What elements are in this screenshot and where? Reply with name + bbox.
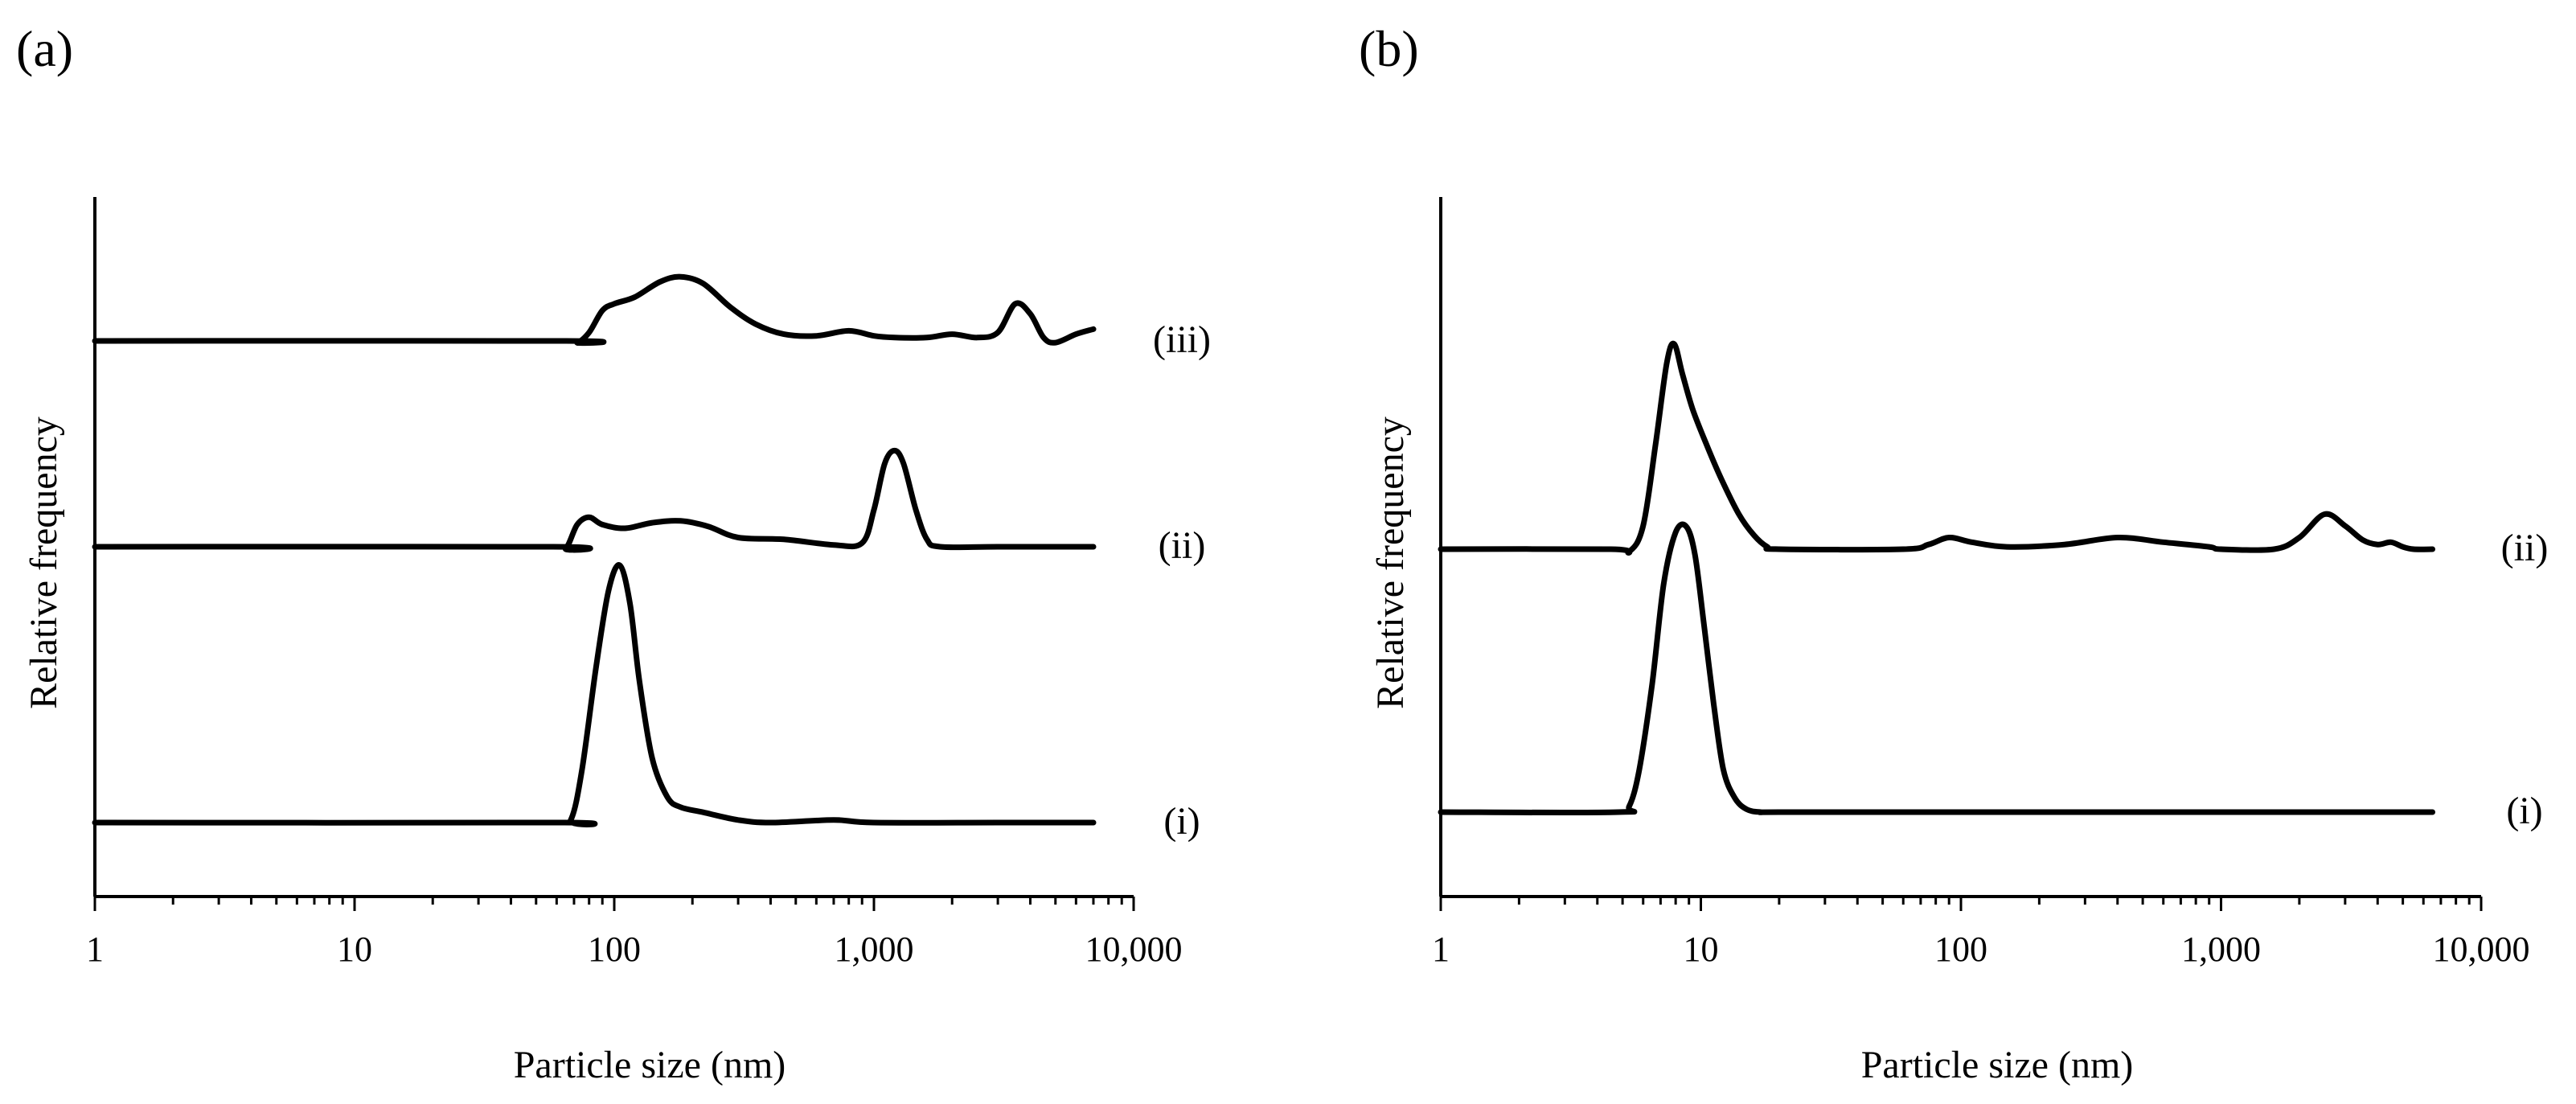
series-line-i (92, 562, 1097, 827)
series-line-ii (1438, 340, 2435, 556)
panel-b-y-axis-title: Relative frequency (1369, 417, 1412, 709)
x-tick-label: 10 (337, 930, 372, 969)
series-label-ii: (ii) (2501, 527, 2549, 569)
series-line-i (1438, 521, 2435, 816)
x-tick-label: 10 (1684, 930, 1719, 969)
x-tick-label: 1,000 (2181, 930, 2261, 969)
panel-b-x-axis-title: Particle size (nm) (1861, 1044, 2134, 1086)
panel-a-x-axis-title: Particle size (nm) (514, 1044, 786, 1086)
x-tick-label: 100 (588, 930, 641, 969)
panel-b: (b) Relative frequency Particle size (nm… (1359, 20, 2548, 1086)
series-label-iii: (iii) (1153, 318, 1211, 361)
x-tick-label: 1 (1432, 930, 1450, 969)
panel-b-label: (b) (1359, 20, 1419, 77)
x-tick-label: 10,000 (1085, 930, 1183, 969)
panel-a-y-axis-title: Relative frequency (23, 417, 65, 709)
panel-a: (a) Relative frequency Particle size (nm… (16, 20, 1211, 1086)
series-label-i: (i) (2506, 790, 2542, 832)
series-line-iii (92, 273, 1097, 347)
x-tick-label: 1,000 (835, 930, 914, 969)
x-tick-label: 100 (1934, 930, 1987, 969)
series-line-ii (92, 447, 1097, 553)
x-tick-label: 1 (86, 930, 104, 969)
series-label-ii: (ii) (1159, 524, 1206, 567)
x-tick-label: 10,000 (2433, 930, 2530, 969)
panel-a-label: (a) (16, 20, 73, 77)
series-label-i: (i) (1163, 800, 1200, 843)
